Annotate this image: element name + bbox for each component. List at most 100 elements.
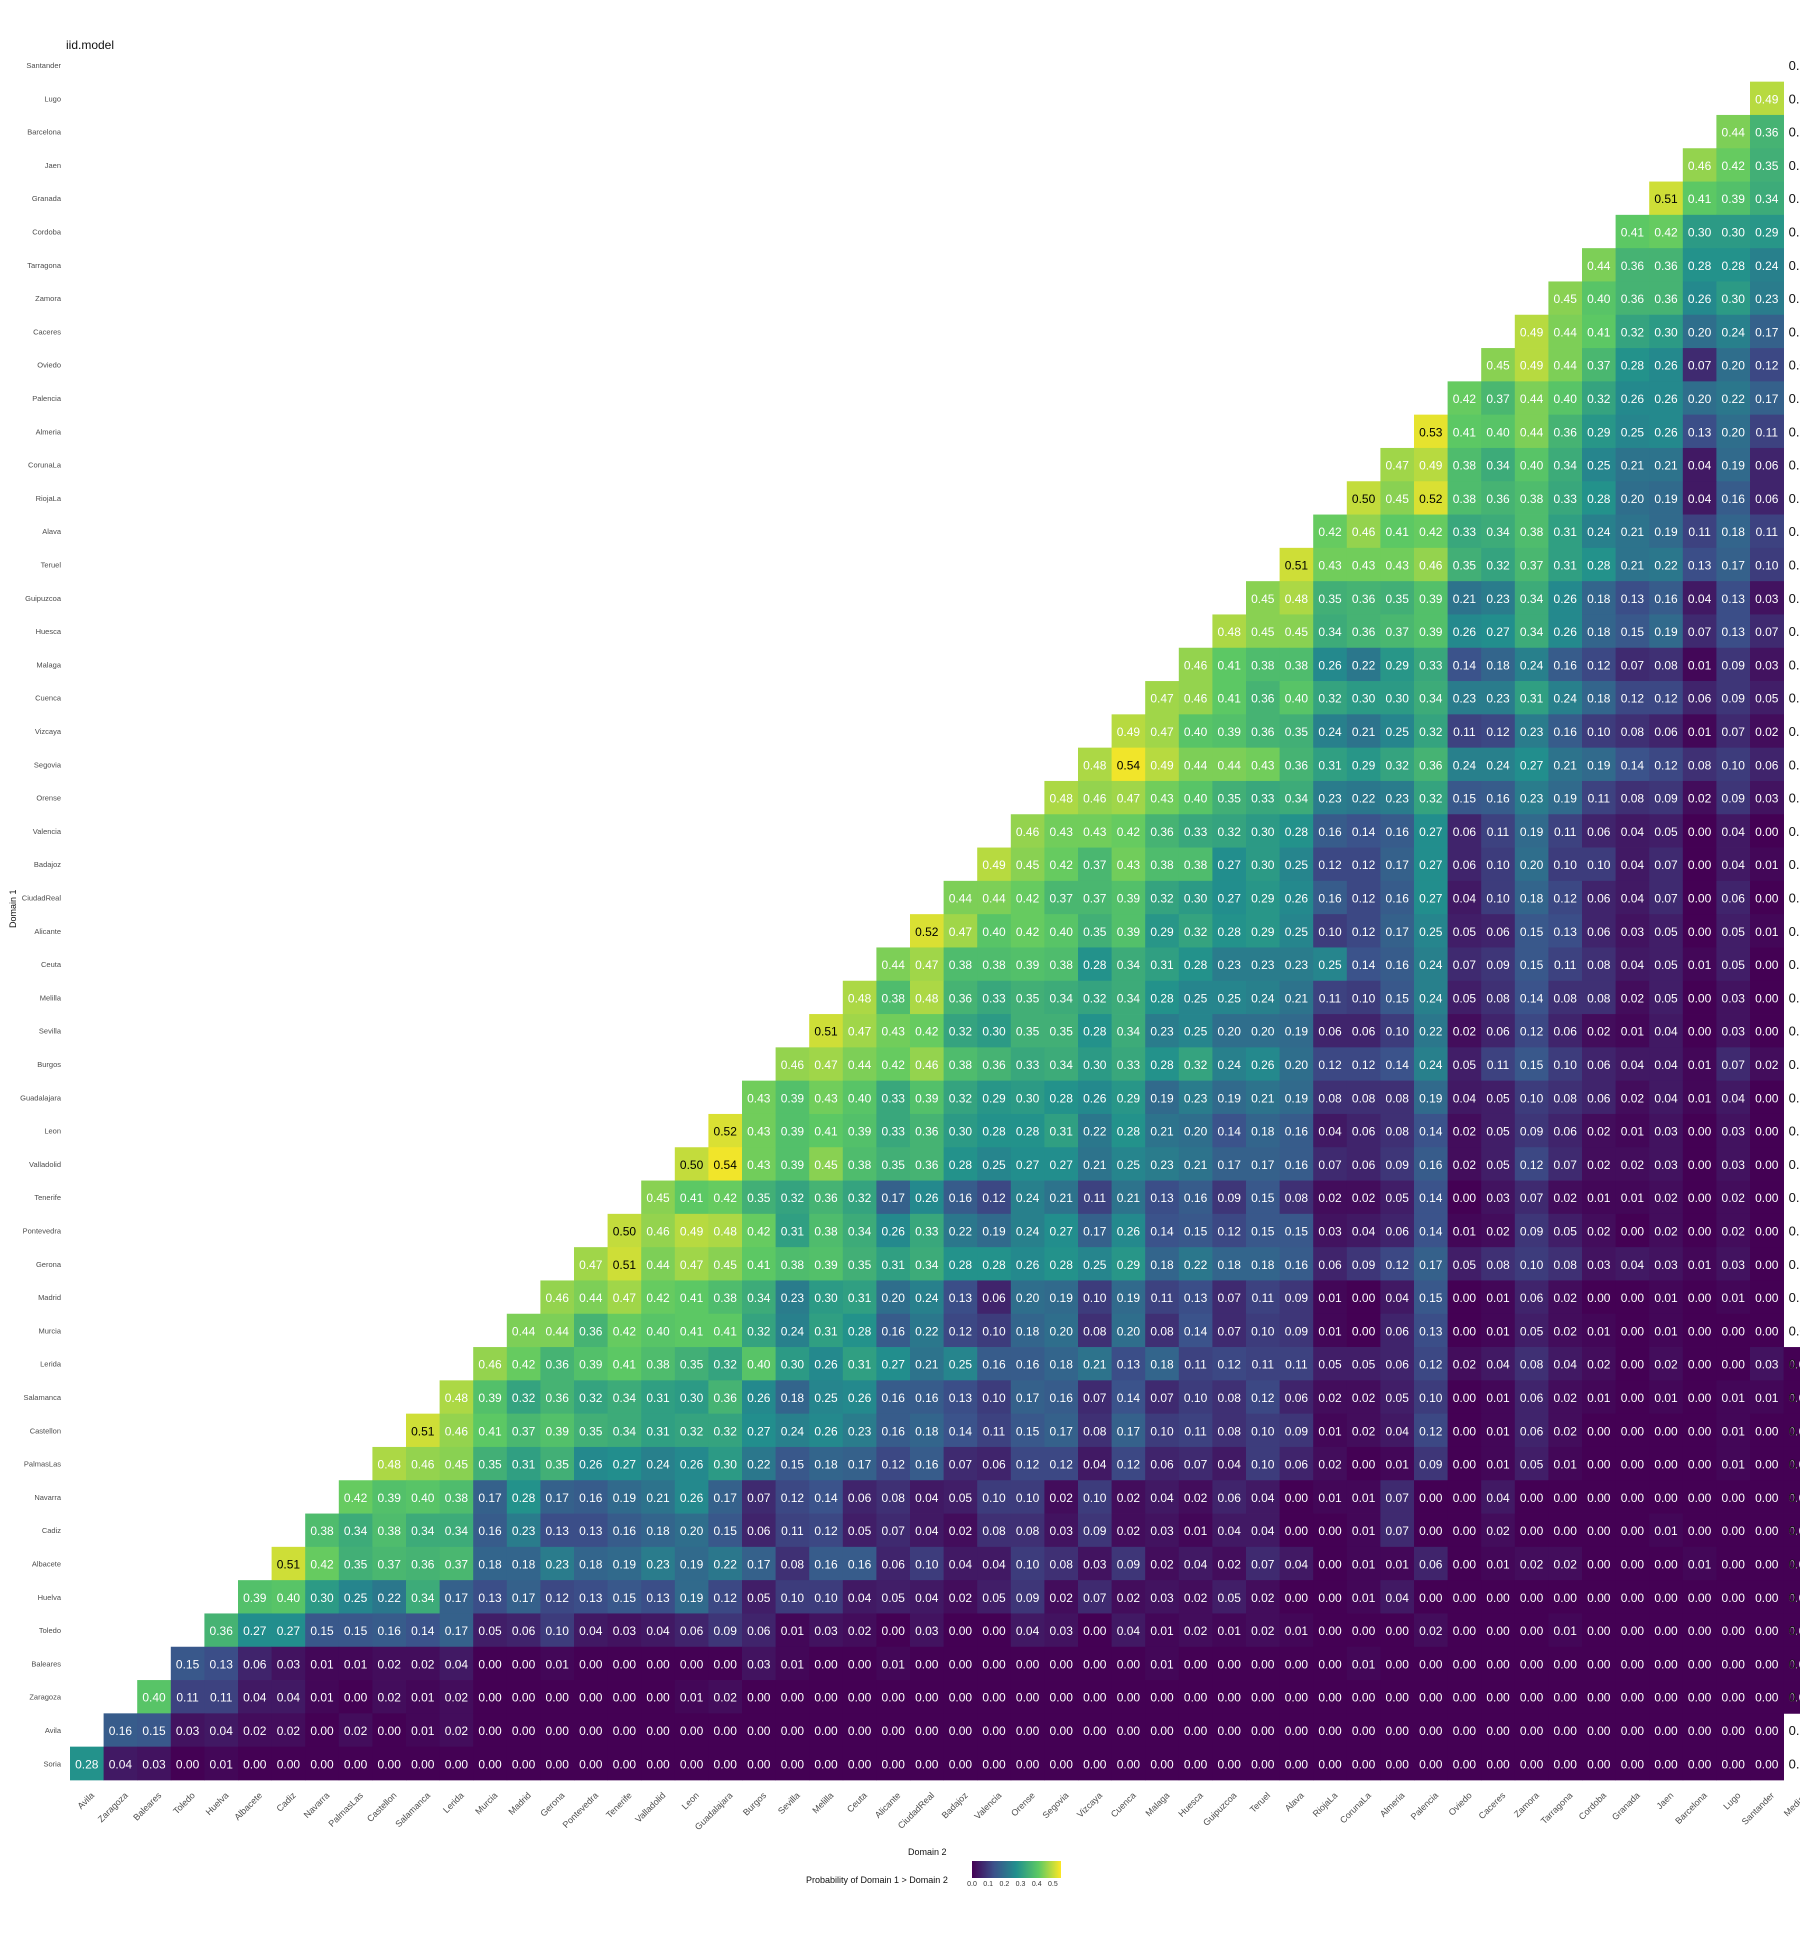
cell-value-label: 0.15 <box>714 1524 738 1538</box>
heatmap-cell <box>1380 1446 1415 1481</box>
cell-value-label: 0.01 <box>210 1757 234 1771</box>
cell-value-label: 0.38 <box>1453 459 1477 473</box>
cell-value-label: 0.00 <box>646 1691 670 1705</box>
cell-value-label: 0.38 <box>949 958 973 972</box>
cell-value-label: 0.02 <box>1755 1058 1779 1072</box>
heatmap-cell <box>1212 814 1247 848</box>
heatmap-cell <box>1010 1047 1045 1082</box>
heatmap-cell <box>842 1313 877 1348</box>
cell-value-label: 0.09 <box>1722 658 1746 672</box>
heatmap-cell <box>1380 914 1415 948</box>
cell-value-label: 0.00 <box>1083 1624 1107 1638</box>
heatmap-cell <box>1246 1347 1280 1381</box>
heatmap-cell <box>775 1080 810 1115</box>
cell-value-label: 0.16 <box>882 1424 906 1438</box>
heatmap-cell <box>406 1446 440 1481</box>
cell-value-label: 0.24 <box>1016 1225 1040 1239</box>
heatmap-cell <box>1649 947 1684 982</box>
heatmap-cell <box>1414 1180 1448 1215</box>
heatmap-cell <box>1716 547 1751 582</box>
heatmap-cell <box>1178 1413 1213 1448</box>
heatmap-cell <box>876 1247 911 1281</box>
heatmap-cell <box>1750 980 1784 1015</box>
heatmap-cell <box>1716 880 1751 915</box>
median-value-label: 0.08 <box>1789 1623 1800 1638</box>
cell-value-label: 0.13 <box>1722 592 1746 606</box>
cell-value-label: 0.10 <box>915 1558 939 1572</box>
cell-value-label: 0.03 <box>1722 1025 1746 1039</box>
cell-value-label: 0.19 <box>680 1558 704 1572</box>
cell-value-label: 0.06 <box>1352 1125 1376 1139</box>
cell-value-label: 0.02 <box>1251 1591 1275 1605</box>
heatmap-cell <box>1582 647 1616 682</box>
heatmap-cell <box>1447 1247 1482 1281</box>
cell-value-label: 0.00 <box>1554 1724 1578 1738</box>
cell-value-label: 0.02 <box>714 1691 738 1705</box>
cell-value-label: 0.40 <box>646 1324 670 1338</box>
heatmap-cell <box>1414 1313 1448 1348</box>
heatmap-cell <box>1178 980 1213 1015</box>
heatmap-cell <box>574 1313 608 1348</box>
cell-value-label: 0.00 <box>579 1724 603 1738</box>
heatmap-cell <box>1582 1213 1616 1248</box>
cell-value-label: 0.23 <box>1486 692 1510 706</box>
heatmap-cell <box>1481 980 1516 1015</box>
cell-value-label: 0.29 <box>1117 1258 1141 1272</box>
cell-value-label: 0.36 <box>1285 758 1309 772</box>
cell-value-label: 0.44 <box>1587 259 1611 273</box>
cell-value-label: 0.00 <box>1184 1757 1208 1771</box>
cell-value-label: 0.16 <box>1285 1158 1309 1172</box>
cell-value-label: 0.02 <box>1453 1158 1477 1172</box>
heatmap-cell <box>506 1446 541 1481</box>
cell-value-label: 0.00 <box>478 1757 502 1771</box>
heatmap-cell <box>1649 1180 1684 1215</box>
cell-value-label: 0.01 <box>1755 1391 1779 1405</box>
cell-value-label: 0.46 <box>1352 525 1376 539</box>
heatmap-cell <box>1078 1080 1112 1115</box>
cell-value-label: 0.33 <box>982 991 1006 1005</box>
heatmap-cell <box>674 1313 709 1348</box>
heatmap-cell <box>1750 414 1784 449</box>
cell-value-label: 0.08 <box>1486 991 1510 1005</box>
heatmap-cell <box>641 1247 676 1281</box>
cell-value-label: 0.01 <box>1688 1558 1712 1572</box>
heatmap-cell <box>574 1413 608 1448</box>
cell-value-label: 0.19 <box>1587 758 1611 772</box>
heatmap-cell <box>1414 547 1448 582</box>
heatmap-cell <box>1010 1380 1045 1415</box>
cell-value-label: 0.46 <box>1184 658 1208 672</box>
cell-value-label: 0.12 <box>1117 1458 1141 1472</box>
cell-value-label: 0.07 <box>1654 892 1678 906</box>
cell-value-label: 0.21 <box>1150 1125 1174 1139</box>
heatmap-cell <box>1716 681 1751 715</box>
heatmap-cell <box>1010 980 1045 1015</box>
cell-value-label: 0.05 <box>1722 925 1746 939</box>
cell-value-label: 0.39 <box>915 1091 939 1105</box>
cell-value-label: 0.26 <box>1083 1091 1107 1105</box>
heatmap-cell <box>1548 314 1583 349</box>
heatmap-cell <box>1346 747 1381 782</box>
cell-value-label: 0.00 <box>1688 1491 1712 1505</box>
cell-value-label: 0.00 <box>512 1691 536 1705</box>
cell-value-label: 0.35 <box>1285 725 1309 739</box>
cell-value-label: 0.12 <box>1251 1391 1275 1405</box>
cell-value-label: 0.32 <box>1386 758 1410 772</box>
cell-value-label: 0.34 <box>848 1225 872 1239</box>
heatmap-cell <box>809 1247 844 1281</box>
heatmap-cell <box>1682 214 1717 249</box>
heatmap-cell <box>1145 780 1180 815</box>
heatmap-cell <box>1716 581 1751 615</box>
median-value-label: 0.23 <box>1789 1756 1800 1771</box>
cell-value-label: 0.39 <box>546 1424 570 1438</box>
heatmap-cell <box>1212 1147 1247 1181</box>
cell-value-label: 0.12 <box>1016 1458 1040 1472</box>
cell-value-label: 0.04 <box>915 1591 939 1605</box>
heatmap-cell <box>1481 1413 1516 1448</box>
heatmap-cell <box>1514 1147 1549 1181</box>
cell-value-label: 0.12 <box>1520 1158 1544 1172</box>
heatmap-cell <box>1783 1347 1800 1381</box>
heatmap-cell <box>1111 847 1146 882</box>
cell-value-label: 0.02 <box>848 1624 872 1638</box>
cell-value-label: 0.29 <box>1150 925 1174 939</box>
cell-value-label: 0.25 <box>1587 459 1611 473</box>
